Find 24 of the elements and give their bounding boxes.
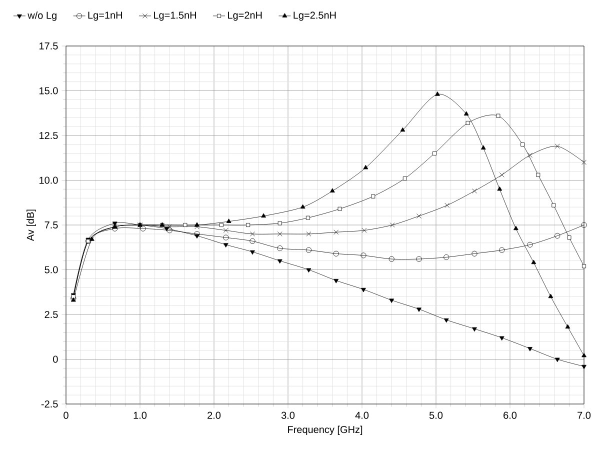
y-tick-label: 15.0 [40, 87, 58, 94]
legend-label: Lg=2.5nH [294, 12, 336, 21]
legend-label: Lg=1.5nH [154, 12, 196, 21]
x-tick-label: 4.0 [355, 412, 369, 419]
legend-label: w/o Lg [28, 12, 56, 21]
y-tick-label: 17.5 [40, 42, 58, 50]
x-tick-label: 6.0 [504, 412, 517, 419]
x-axis-title: Frequency [GHz] [288, 426, 362, 436]
x-tick-label: 7.0 [578, 412, 591, 419]
y-tick-label: 5.0 [44, 266, 58, 274]
y-tick-label: 10.0 [40, 176, 58, 184]
legend-label: Lg=2nH [228, 12, 262, 21]
x-tick-label: 1.0 [134, 412, 147, 419]
x-tick-label: 5.0 [429, 412, 443, 419]
y-axis-title: Av [dB] [26, 210, 36, 242]
x-tick-label: 2.0 [208, 412, 221, 419]
legend-label: Lg=1nH [88, 12, 122, 21]
y-tick-label: -2.5 [41, 400, 58, 408]
x-tick-label: 3.0 [281, 412, 295, 419]
x-tick-label: 0 [64, 412, 68, 419]
y-tick-label: 0 [53, 356, 58, 363]
y-tick-label: 7.5 [44, 222, 58, 228]
y-tick-label: 12.5 [40, 132, 58, 140]
y-tick-label: 2.5 [44, 310, 58, 318]
